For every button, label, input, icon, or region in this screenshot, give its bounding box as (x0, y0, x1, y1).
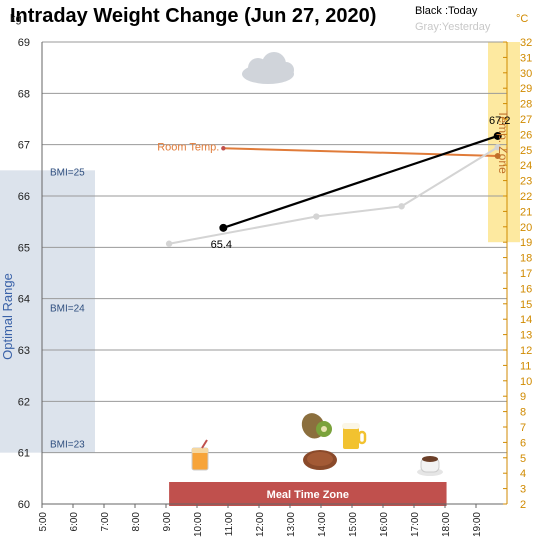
y-tick-label: 65 (18, 242, 30, 254)
right-tick-label: 9 (520, 391, 526, 403)
y-tick-label: 62 (18, 396, 30, 408)
x-tick-label: 18:00 (441, 512, 452, 537)
x-tick-label: 12:00 (255, 512, 266, 537)
right-tick-label: 17 (520, 268, 532, 280)
steak-icon (303, 450, 337, 470)
x-tick-label: 16:00 (379, 512, 390, 537)
kiwi-icon (301, 413, 332, 439)
meal-zone-bar (169, 482, 447, 506)
x-tick-label: 13:00 (286, 512, 297, 537)
legend-today: Black :Today (415, 5, 478, 17)
temp-zone-label: Temp. Zone (496, 110, 510, 174)
cloud-icon (242, 52, 294, 84)
right-tick-label: 30 (520, 68, 532, 80)
x-tick-label: 6:00 (69, 512, 80, 532)
data-point-yesterday (165, 240, 173, 247)
meal-zone-label: Meal Time Zone (267, 489, 349, 501)
right-tick-label: 10 (520, 376, 532, 388)
right-tick-label: 24 (520, 160, 532, 172)
right-tick-label: 7 (520, 422, 526, 434)
juice-icon (191, 439, 209, 471)
right-tick-label: 31 (520, 52, 532, 64)
x-tick-label: 7:00 (100, 512, 111, 532)
x-tick-label: 9:00 (162, 512, 173, 532)
y-tick-label: 68 (18, 88, 30, 100)
data-label-today-start: 65.4 (211, 239, 232, 251)
right-tick-label: 11 (520, 360, 531, 372)
right-tick-label: 18 (520, 253, 532, 265)
right-tick-label: 21 (520, 206, 532, 218)
coffee-icon (417, 456, 443, 476)
right-tick-label: 22 (520, 191, 532, 203)
y-tick-label: 61 (18, 448, 30, 460)
y-tick-label: 64 (18, 294, 30, 306)
data-point-yesterday (398, 203, 405, 210)
right-tick-label: 27 (520, 114, 532, 126)
right-tick-label: 28 (520, 99, 532, 111)
room-temp-point (494, 152, 501, 159)
y-tick-label: 66 (18, 191, 30, 203)
right-tick-label: 23 (520, 176, 532, 188)
right-tick-label: 14 (520, 314, 532, 326)
series-line-yesterday (168, 146, 499, 245)
right-tick-label: 13 (520, 330, 532, 342)
right-tick-label: 26 (520, 129, 532, 141)
right-axis-unit: °C (516, 13, 528, 25)
x-tick-label: 15:00 (348, 512, 359, 537)
right-tick-label: 25 (520, 145, 532, 157)
data-label-today-end: 67.2 (489, 115, 510, 127)
optimal-range-band (0, 170, 95, 453)
right-tick-label: 16 (520, 283, 532, 295)
x-tick-label: 11:00 (224, 512, 235, 537)
right-tick-label: 3 (520, 484, 526, 496)
chart-title: Intraday Weight Change (Jun 27, 2020) (10, 5, 376, 27)
x-tick-label: 8:00 (131, 512, 142, 532)
y-tick-label: 67 (18, 140, 30, 152)
right-tick-label: 5 (520, 453, 526, 465)
right-tick-label: 12 (520, 345, 532, 357)
right-tick-label: 15 (520, 299, 532, 311)
data-point-yesterday (313, 213, 320, 220)
room-temp-line (223, 147, 498, 157)
y-tick-label: 63 (18, 345, 30, 357)
room-temp-label: Room Temp. (157, 141, 219, 153)
x-tick-label: 17:00 (410, 512, 421, 537)
right-tick-label: 2 (520, 499, 526, 511)
optimal-range-label: Optimal Range (0, 273, 15, 360)
x-tick-label: 5:00 (38, 512, 49, 532)
right-tick-label: 19 (520, 237, 532, 249)
bmi-label: BMI=24 (50, 304, 85, 315)
y-tick-label: 60 (18, 499, 30, 511)
beer-icon (342, 423, 367, 449)
bmi-label: BMI=23 (50, 440, 85, 451)
right-tick-label: 6 (520, 437, 526, 449)
data-point-yesterday (494, 144, 501, 151)
right-tick-label: 8 (520, 407, 526, 419)
temp-zone-band (488, 42, 520, 243)
bmi-label: BMI=25 (50, 167, 85, 178)
right-tick-label: 29 (520, 83, 532, 95)
x-tick-label: 14:00 (317, 512, 328, 537)
right-tick-label: 4 (520, 468, 526, 480)
right-tick-label: 20 (520, 222, 532, 234)
y-tick-label: 69 (18, 37, 30, 49)
room-temp-point (221, 146, 226, 151)
series-line-today (223, 134, 499, 229)
legend-yesterday: Gray:Yesterday (415, 21, 491, 33)
right-tick-label: 32 (520, 37, 532, 49)
data-point-today (493, 131, 502, 140)
x-tick-label: 10:00 (193, 512, 204, 537)
data-point-today (219, 223, 228, 232)
left-axis-unit: kg (10, 13, 22, 25)
x-tick-label: 19:00 (472, 512, 483, 537)
